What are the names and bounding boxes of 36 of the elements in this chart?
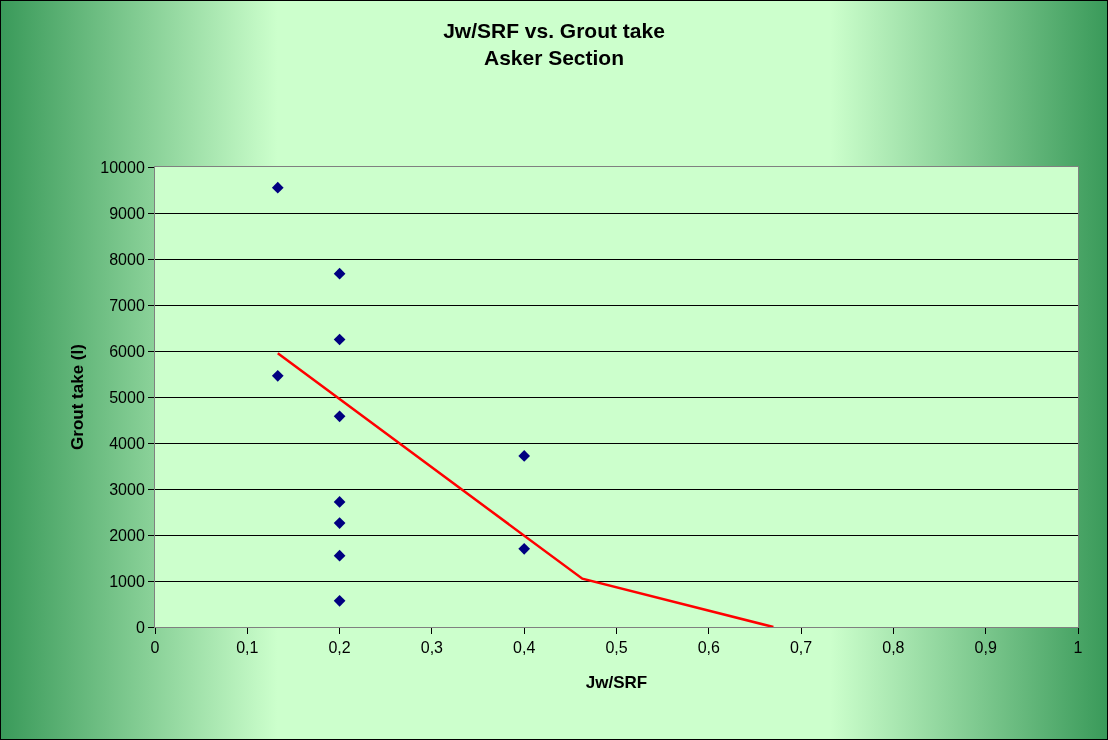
y-tick-label: 3000 (109, 480, 145, 498)
x-tick-label: 0,4 (513, 639, 536, 657)
x-tick-label: 0,8 (882, 639, 905, 657)
x-tick-label: 0,7 (789, 639, 813, 657)
y-tick-label: 2000 (109, 526, 145, 544)
point (333, 267, 346, 280)
y-axis-title: Grout take (l) (67, 344, 87, 450)
y-tick-label: 6000 (109, 342, 145, 360)
point (518, 542, 531, 555)
y-tick-label: 1000 (109, 572, 145, 590)
point (333, 517, 346, 529)
point (333, 410, 346, 423)
x-tick-label: 0,1 (236, 639, 259, 657)
point (333, 496, 346, 508)
point (271, 181, 284, 194)
x-tick-label: 0,5 (605, 639, 628, 657)
point (518, 450, 531, 462)
point (333, 333, 346, 346)
x-tick-label: 0 (150, 639, 160, 657)
point (333, 594, 346, 607)
x-tick-label: 0,3 (420, 639, 444, 657)
x-tick-label: 1 (1073, 639, 1083, 657)
point (271, 369, 284, 382)
x-tick-label: 0,6 (697, 639, 721, 657)
x-axis-title: Jw/SRF (585, 673, 648, 692)
y-tick-label: 7000 (109, 296, 145, 314)
y-tick-label: 10000 (100, 158, 145, 176)
y-tick-label: 8000 (109, 250, 145, 268)
y-tick-label: 9000 (109, 204, 145, 222)
point (333, 549, 346, 562)
x-tick-label: 0,2 (328, 639, 351, 657)
x-tick-label: 0,9 (974, 639, 997, 657)
y-tick-label: 4000 (109, 434, 145, 452)
y-tick-label: 5000 (109, 388, 145, 406)
y-tick-label: 0 (135, 618, 145, 636)
chart-title: Jw/SRF vs. Grout take Asker Section (443, 18, 665, 70)
